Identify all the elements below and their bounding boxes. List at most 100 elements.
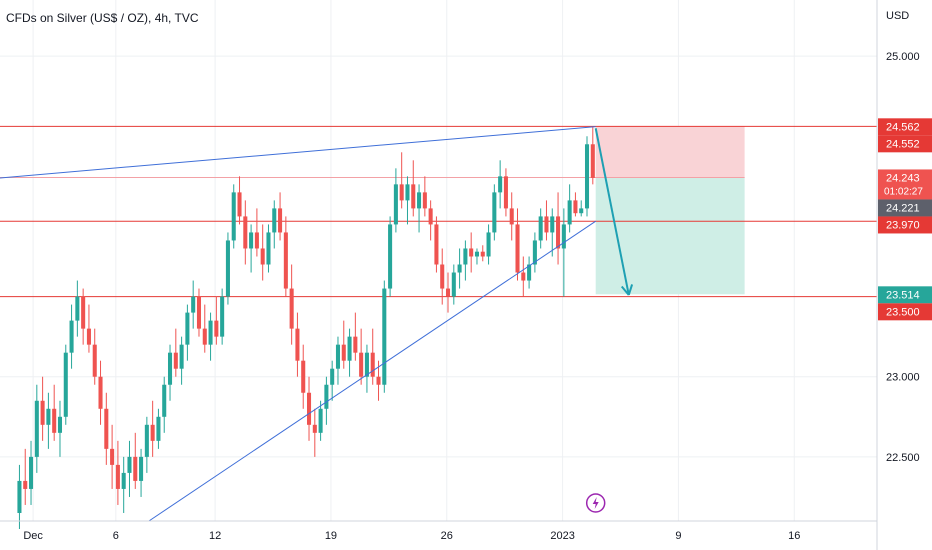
candle-body: [469, 248, 474, 257]
candle-body: [110, 448, 115, 465]
candle-body: [503, 176, 508, 209]
candlestick-series: [17, 126, 595, 530]
candle-body: [341, 344, 346, 361]
lightning-icon: [592, 497, 599, 509]
price-tag: [878, 286, 932, 304]
take-profit-zone: [595, 177, 745, 295]
stop-loss-zone: [595, 126, 745, 178]
candle-body: [295, 328, 300, 361]
candle-body: [278, 208, 283, 233]
x-tick-label: 9: [675, 530, 681, 542]
candle-body: [63, 352, 68, 417]
candle-body: [422, 192, 427, 209]
candle-body: [17, 480, 22, 513]
candle-body: [162, 384, 167, 417]
candle-body: [266, 232, 271, 265]
candle-body: [28, 456, 34, 489]
candle-body: [457, 264, 462, 273]
price-tag-label: 23.500: [886, 306, 920, 318]
candle-body: [382, 288, 387, 385]
candle-body: [23, 480, 28, 489]
currency-label: USD: [886, 10, 909, 22]
price-tag: [878, 118, 932, 136]
candle-body: [254, 232, 259, 249]
price-tag-label: 23.514: [886, 289, 920, 301]
candle-body: [243, 216, 248, 249]
candle-body: [98, 376, 103, 409]
candle-body: [52, 408, 57, 433]
candle-body: [411, 184, 416, 209]
candle-body: [121, 472, 126, 489]
trendlines: [0, 126, 596, 522]
candle-body: [220, 296, 225, 337]
candle-body: [434, 224, 439, 265]
candle-body: [249, 232, 254, 249]
lightning-event-icon[interactable]: [585, 493, 606, 513]
candle-body: [318, 408, 323, 433]
candle-body: [289, 288, 294, 329]
candle-body: [150, 424, 155, 441]
y-tick-label: 22.500: [886, 452, 920, 464]
arrow-head: [627, 284, 634, 296]
candle-body: [57, 416, 63, 433]
candle-body: [527, 264, 532, 281]
candle-body: [388, 224, 393, 289]
symbol-title[interactable]: CFDs on Silver (US$ / OZ), 4h, TVC: [6, 11, 199, 25]
candle-body: [376, 376, 381, 385]
candle-body: [399, 184, 404, 201]
candle-body: [521, 272, 526, 281]
candle-body: [538, 216, 543, 241]
x-tick-label: 26: [441, 530, 453, 542]
candle-body: [237, 192, 242, 217]
candle-body: [590, 144, 595, 178]
candle-body: [225, 240, 230, 297]
candle-body: [364, 352, 369, 377]
candle-body: [185, 312, 190, 345]
candle-body: [544, 216, 549, 233]
price-tag-label: 24.552: [886, 138, 920, 150]
candle-body: [335, 344, 341, 369]
candle-body: [196, 296, 202, 329]
candle-body: [312, 424, 317, 433]
candle-body: [567, 200, 572, 225]
grid-lines: [0, 0, 877, 521]
candle-body: [451, 272, 456, 297]
candle-body: [474, 251, 479, 257]
candle-body: [330, 368, 335, 385]
x-tick-label: 6: [113, 530, 119, 542]
candle-body: [86, 328, 91, 345]
trendline: [0, 126, 596, 179]
candle-body: [486, 232, 491, 257]
position-zones: [0, 126, 745, 295]
candle-body: [359, 352, 364, 377]
countdown-label: 01:02:27: [884, 186, 923, 197]
candle-body: [75, 296, 80, 321]
candle-body: [173, 352, 178, 369]
price-tag-label: 24.221: [886, 202, 920, 214]
candle-body: [260, 248, 265, 265]
x-tick-label: 16: [788, 530, 800, 542]
projection-arrow: [594, 128, 634, 296]
arrow-head: [620, 285, 630, 296]
candle-body: [133, 456, 138, 481]
candle-body: [231, 192, 236, 241]
candle-body: [573, 200, 578, 214]
candle-body: [393, 184, 398, 225]
candle-body: [405, 184, 410, 201]
candle-body: [115, 464, 120, 489]
candle-body: [144, 424, 149, 457]
candle-body: [306, 392, 312, 425]
candle-body: [498, 176, 503, 193]
candle-body: [509, 208, 514, 225]
candle-body: [156, 416, 161, 441]
candle-body: [556, 216, 561, 249]
price-tag: [878, 199, 932, 217]
candle-body: [550, 216, 555, 233]
x-tick-label: Dec: [23, 530, 43, 542]
candle-body: [532, 240, 537, 265]
horizontal-levels: [0, 125, 877, 298]
price-axis-ticks: 25.000 23.000 22.500: [886, 51, 920, 464]
candle-body: [127, 456, 132, 473]
candle-body: [428, 208, 433, 225]
